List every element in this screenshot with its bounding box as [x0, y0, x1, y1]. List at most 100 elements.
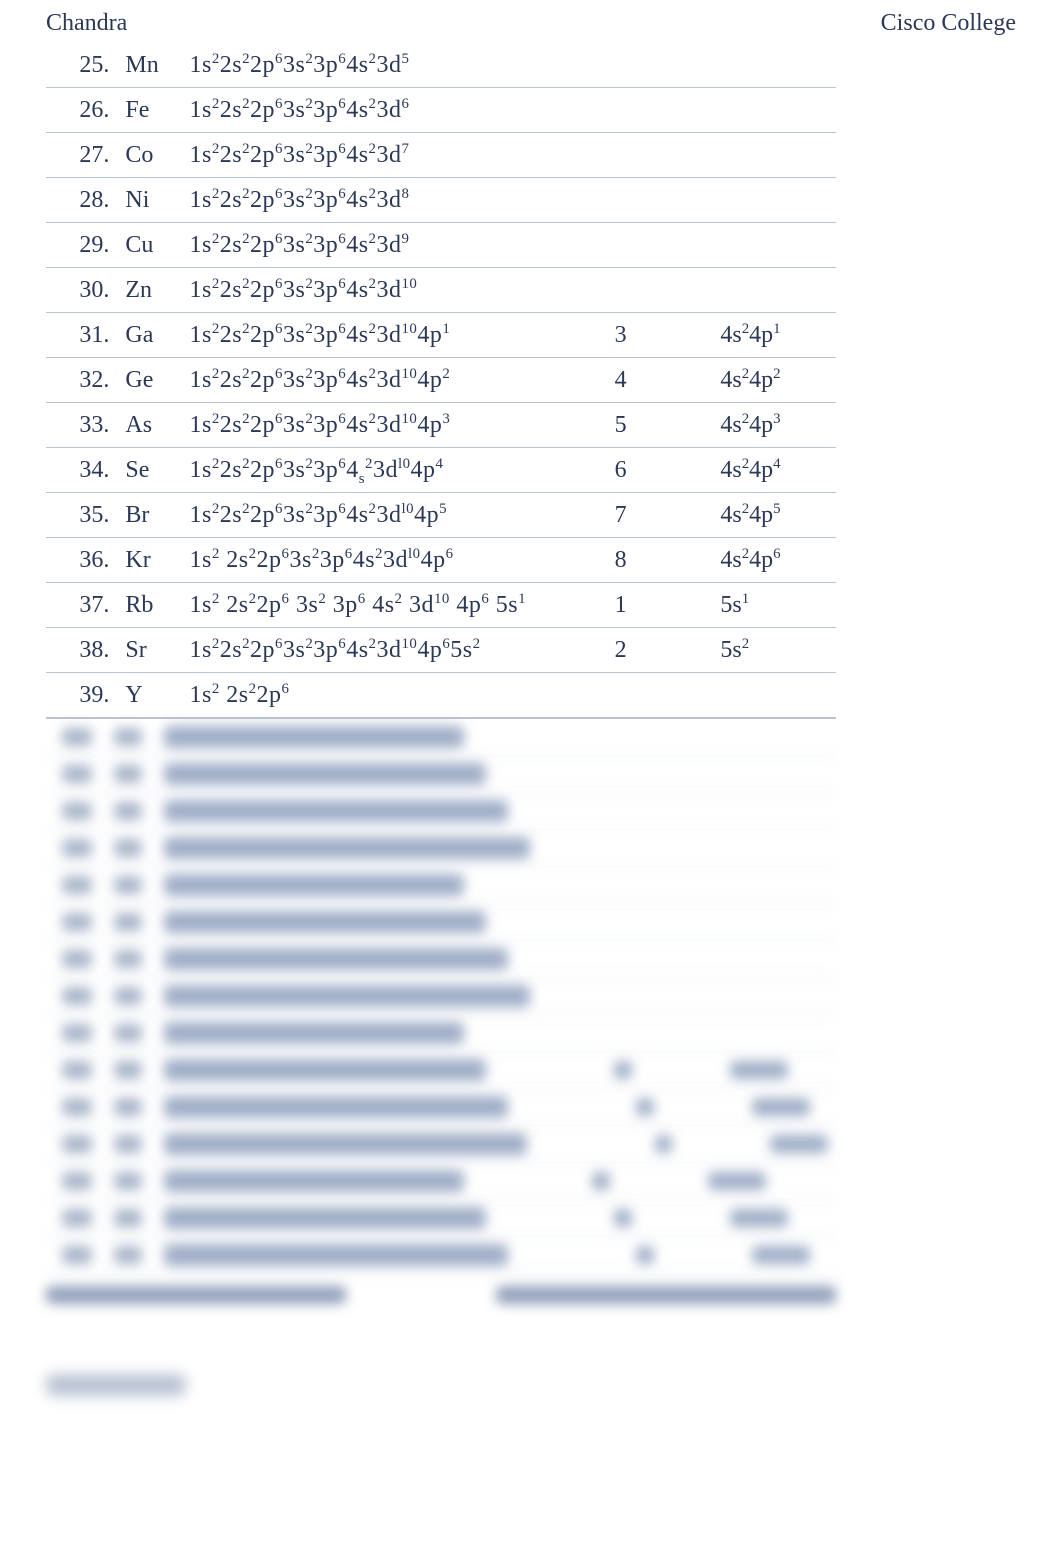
cell-valence-count: 7 — [607, 493, 713, 538]
table-row: 37.Rb1s2 2s22p6 3s2 3p6 4s2 3d10 4p6 5s1… — [46, 583, 836, 628]
cell-valence-count: 4 — [607, 358, 713, 403]
cell-atomic-number: 39. — [46, 673, 117, 718]
cell-outer-config: 4s24p2 — [712, 358, 836, 403]
cell-atomic-number: 26. — [46, 88, 117, 133]
electron-config-tbody: 25.Mn1s22s22p63s23p64s23d526.Fe1s22s22p6… — [46, 43, 836, 718]
cell-configuration: 1s2 2s22p6 3s2 3p6 4s2 3d10 4p6 5s1 — [181, 583, 606, 628]
cell-configuration: 1s2 2s22p63s23p64s23dl04p6 — [181, 538, 606, 583]
cell-valence-count — [607, 133, 713, 178]
document-page: Chandra Cisco College 25.Mn1s22s22p63s23… — [0, 0, 1062, 1556]
obscured-row — [46, 1052, 836, 1089]
obscured-row — [46, 904, 836, 941]
table-row: 32.Ge1s22s22p63s23p64s23d104p244s24p2 — [46, 358, 836, 403]
cell-symbol: Cu — [117, 223, 181, 268]
cell-atomic-number: 35. — [46, 493, 117, 538]
cell-symbol: Ge — [117, 358, 181, 403]
cell-symbol: Zn — [117, 268, 181, 313]
table-row: 36.Kr1s2 2s22p63s23p64s23dl04p684s24p6 — [46, 538, 836, 583]
cell-configuration: 1s22s22p63s23p64s23d5 — [181, 43, 606, 88]
table-row: 38.Sr1s22s22p63s23p64s23d104p65s225s2 — [46, 628, 836, 673]
cell-outer-config: 4s24p4 — [712, 448, 836, 493]
cell-symbol: Y — [117, 673, 181, 718]
cell-outer-config: 4s24p1 — [712, 313, 836, 358]
table-row: 34.Se1s22s22p63s23p64s23dl04p464s24p4 — [46, 448, 836, 493]
obscured-footer-mark — [46, 1374, 186, 1396]
cell-outer-config: 5s1 — [712, 583, 836, 628]
cell-outer-config: 5s2 — [712, 628, 836, 673]
cell-outer-config — [712, 223, 836, 268]
table-row: 39.Y1s2 2s22p6 — [46, 673, 836, 718]
obscured-row — [46, 719, 836, 756]
cell-configuration: 1s22s22p63s23p64s23d9 — [181, 223, 606, 268]
electron-config-table: 25.Mn1s22s22p63s23p64s23d526.Fe1s22s22p6… — [46, 43, 836, 718]
cell-symbol: Sr — [117, 628, 181, 673]
cell-atomic-number: 37. — [46, 583, 117, 628]
cell-outer-config — [712, 268, 836, 313]
cell-configuration: 1s22s22p63s23p64s23dl04p4 — [181, 448, 606, 493]
table-row: 26.Fe1s22s22p63s23p64s23d6 — [46, 88, 836, 133]
cell-outer-config: 4s24p6 — [712, 538, 836, 583]
table-row: 29.Cu1s22s22p63s23p64s23d9 — [46, 223, 836, 268]
cell-valence-count: 8 — [607, 538, 713, 583]
obscured-row — [46, 830, 836, 867]
cell-valence-count: 6 — [607, 448, 713, 493]
cell-configuration: 1s22s22p63s23p64s23d10 — [181, 268, 606, 313]
cell-symbol: As — [117, 403, 181, 448]
cell-configuration: 1s22s22p63s23p64s23d104p3 — [181, 403, 606, 448]
table-row: 35.Br1s22s22p63s23p64s23dl04p574s24p5 — [46, 493, 836, 538]
cell-outer-config — [712, 673, 836, 718]
cell-valence-count: 1 — [607, 583, 713, 628]
obscured-row — [46, 756, 836, 793]
table-row: 28.Ni1s22s22p63s23p64s23d8 — [46, 178, 836, 223]
cell-atomic-number: 25. — [46, 43, 117, 88]
cell-atomic-number: 28. — [46, 178, 117, 223]
obscured-footnote — [46, 1286, 836, 1304]
cell-symbol: Kr — [117, 538, 181, 583]
cell-symbol: Br — [117, 493, 181, 538]
obscured-row — [46, 793, 836, 830]
cell-valence-count — [607, 43, 713, 88]
cell-valence-count: 3 — [607, 313, 713, 358]
cell-atomic-number: 27. — [46, 133, 117, 178]
table-row: 30.Zn1s22s22p63s23p64s23d10 — [46, 268, 836, 313]
cell-atomic-number: 33. — [46, 403, 117, 448]
cell-atomic-number: 36. — [46, 538, 117, 583]
obscured-row — [46, 978, 836, 1015]
cell-configuration: 1s22s22p63s23p64s23d104p1 — [181, 313, 606, 358]
table-row: 31.Ga1s22s22p63s23p64s23d104p134s24p1 — [46, 313, 836, 358]
cell-atomic-number: 29. — [46, 223, 117, 268]
cell-configuration: 1s2 2s22p6 — [181, 673, 606, 718]
obscured-row — [46, 1237, 836, 1274]
table-row: 25.Mn1s22s22p63s23p64s23d5 — [46, 43, 836, 88]
cell-configuration: 1s22s22p63s23p64s23d104p2 — [181, 358, 606, 403]
cell-symbol: Ga — [117, 313, 181, 358]
cell-valence-count — [607, 268, 713, 313]
obscured-row — [46, 1089, 836, 1126]
cell-outer-config — [712, 133, 836, 178]
cell-atomic-number: 38. — [46, 628, 117, 673]
cell-atomic-number: 34. — [46, 448, 117, 493]
header-right: Cisco College — [881, 10, 1016, 37]
cell-configuration: 1s22s22p63s23p64s23d8 — [181, 178, 606, 223]
obscured-row — [46, 1015, 836, 1052]
obscured-row — [46, 867, 836, 904]
cell-valence-count — [607, 673, 713, 718]
page-header: Chandra Cisco College — [40, 10, 1022, 37]
cell-symbol: Fe — [117, 88, 181, 133]
obscured-rows — [46, 718, 836, 1274]
cell-atomic-number: 31. — [46, 313, 117, 358]
obscured-row — [46, 1200, 836, 1237]
cell-outer-config — [712, 43, 836, 88]
cell-configuration: 1s22s22p63s23p64s23d7 — [181, 133, 606, 178]
obscured-row — [46, 1163, 836, 1200]
cell-configuration: 1s22s22p63s23p64s23dl04p5 — [181, 493, 606, 538]
cell-valence-count: 5 — [607, 403, 713, 448]
cell-configuration: 1s22s22p63s23p64s23d104p65s2 — [181, 628, 606, 673]
cell-configuration: 1s22s22p63s23p64s23d6 — [181, 88, 606, 133]
cell-outer-config — [712, 178, 836, 223]
cell-symbol: Ni — [117, 178, 181, 223]
obscured-row — [46, 1126, 836, 1163]
cell-valence-count — [607, 178, 713, 223]
cell-atomic-number: 30. — [46, 268, 117, 313]
cell-atomic-number: 32. — [46, 358, 117, 403]
